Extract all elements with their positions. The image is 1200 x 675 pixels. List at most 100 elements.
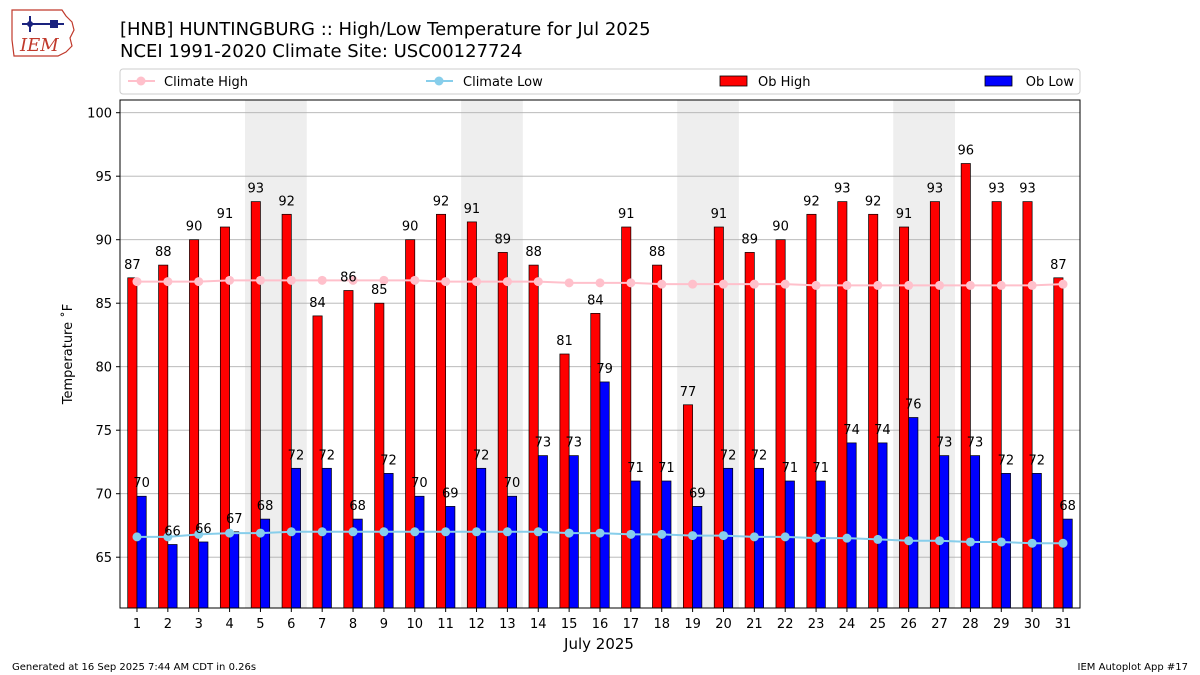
- ob-low-value-label: 72: [319, 448, 336, 463]
- ob-high-bar: [868, 213, 879, 609]
- ob-low-value-label: 72: [288, 448, 305, 463]
- ob-high-value-label: 92: [433, 194, 450, 209]
- ob-high-value-label: 93: [834, 182, 851, 197]
- ob-low-bar: [846, 442, 857, 609]
- climate-high-point: [935, 280, 945, 290]
- ob-high-value-label: 93: [988, 182, 1005, 197]
- ob-high-value-label: 91: [464, 202, 481, 217]
- x-tick-label: 4: [225, 617, 233, 632]
- ob-low-bar: [939, 455, 950, 609]
- ob-low-value-label: 74: [843, 423, 860, 438]
- legend: Climate High Climate Low Ob High Ob Low: [119, 68, 1081, 95]
- ob-high-value-label: 92: [865, 194, 882, 209]
- ob-high-bar: [775, 239, 786, 609]
- climate-low-point: [410, 527, 420, 537]
- x-tick-label: 25: [870, 617, 887, 632]
- ob-high-bar: [343, 290, 354, 609]
- ob-low-value-label: 69: [689, 486, 706, 501]
- climate-low-point: [780, 532, 790, 542]
- climate-high-point: [688, 279, 698, 289]
- ob-low-value-label: 71: [782, 461, 799, 476]
- climate-low-point: [718, 531, 728, 541]
- ob-high-value-label: 85: [371, 283, 388, 298]
- ob-low-bar: [476, 467, 487, 609]
- ob-high-value-label: 91: [896, 207, 913, 222]
- y-tick-label: 90: [95, 234, 112, 249]
- ob-high-bar: [250, 201, 261, 609]
- x-tick-label: 11: [437, 617, 454, 632]
- ob-low-value-label: 73: [936, 436, 953, 451]
- climate-high-point: [255, 275, 265, 285]
- ob-high-bar: [744, 252, 755, 609]
- ob-low-value-label: 71: [627, 461, 644, 476]
- climate-high-point: [286, 275, 296, 285]
- ob-high-bar: [1053, 277, 1064, 609]
- x-tick-label: 21: [746, 617, 763, 632]
- legend-climate-high-label: Climate High: [164, 75, 248, 90]
- footer-app: IEM Autoplot App #17: [1078, 662, 1188, 673]
- x-tick-label: 2: [164, 617, 172, 632]
- y-tick-label: 65: [95, 551, 112, 566]
- climate-high-point: [749, 279, 759, 289]
- ob-high-value-label: 89: [494, 232, 511, 247]
- x-tick-label: 8: [349, 617, 357, 632]
- climate-low-point: [965, 537, 975, 547]
- ob-low-value-label: 72: [751, 448, 768, 463]
- climate-low-point: [1027, 538, 1037, 548]
- x-tick-label: 22: [777, 617, 794, 632]
- x-tick-label: 1: [133, 617, 141, 632]
- ob-high-value-label: 91: [217, 207, 234, 222]
- climate-high-point: [996, 280, 1006, 290]
- x-tick-label: 18: [653, 617, 670, 632]
- climate-high-point: [317, 275, 327, 285]
- climate-low-point: [472, 527, 482, 537]
- climate-low-point: [996, 537, 1006, 547]
- ob-low-value-label: 72: [1029, 453, 1046, 468]
- climate-low-point: [194, 529, 204, 539]
- climate-low-point: [564, 528, 574, 538]
- ob-low-value-label: 72: [998, 453, 1015, 468]
- x-tick-label: 3: [195, 617, 203, 632]
- ob-high-value-label: 88: [155, 245, 172, 260]
- ob-high-bar: [158, 264, 169, 609]
- climate-high-point: [904, 280, 914, 290]
- logo-text: IEM: [19, 35, 59, 56]
- chart-title: [HNB] HUNTINGBURG :: High/Low Temperatur…: [120, 19, 651, 40]
- ob-high-value-label: 93: [248, 182, 265, 197]
- climate-low-point: [379, 527, 389, 537]
- ob-low-value-label: 70: [504, 476, 521, 491]
- ob-high-bar: [436, 213, 447, 609]
- ob-high-value-label: 91: [618, 207, 635, 222]
- ob-low-value-label: 73: [535, 436, 552, 451]
- ob-low-bar: [229, 531, 240, 609]
- climate-high-point: [842, 280, 852, 290]
- ob-low-bar: [290, 467, 301, 609]
- ob-high-value-label: 89: [741, 232, 758, 247]
- climate-low-point: [842, 533, 852, 543]
- climate-high-point: [441, 277, 451, 287]
- climate-high-point: [348, 275, 358, 285]
- climate-low-point: [811, 533, 821, 543]
- ob-low-bar: [692, 506, 703, 609]
- ob-low-value-label: 79: [596, 362, 613, 377]
- x-tick-label: 23: [808, 617, 825, 632]
- ob-high-value-label: 90: [186, 220, 203, 235]
- ob-low-bar: [198, 541, 209, 609]
- x-axis-label: July 2025: [563, 635, 634, 653]
- y-tick-label: 100: [87, 107, 112, 122]
- x-tick-label: 9: [380, 617, 388, 632]
- legend-climate-low-marker: [434, 76, 444, 86]
- climate-high-point: [472, 277, 482, 287]
- climate-high-point: [718, 279, 728, 289]
- ob-low-bar: [414, 495, 425, 609]
- climate-high-point: [657, 279, 667, 289]
- ob-low-value-label: 70: [411, 476, 428, 491]
- ob-low-bar: [599, 381, 610, 609]
- ob-high-bar: [991, 201, 1002, 609]
- climate-low-point: [441, 527, 451, 537]
- ob-low-value-label: 73: [565, 436, 582, 451]
- x-tick-label: 16: [592, 617, 609, 632]
- y-tick-label: 85: [95, 297, 112, 312]
- x-tick-label: 29: [993, 617, 1010, 632]
